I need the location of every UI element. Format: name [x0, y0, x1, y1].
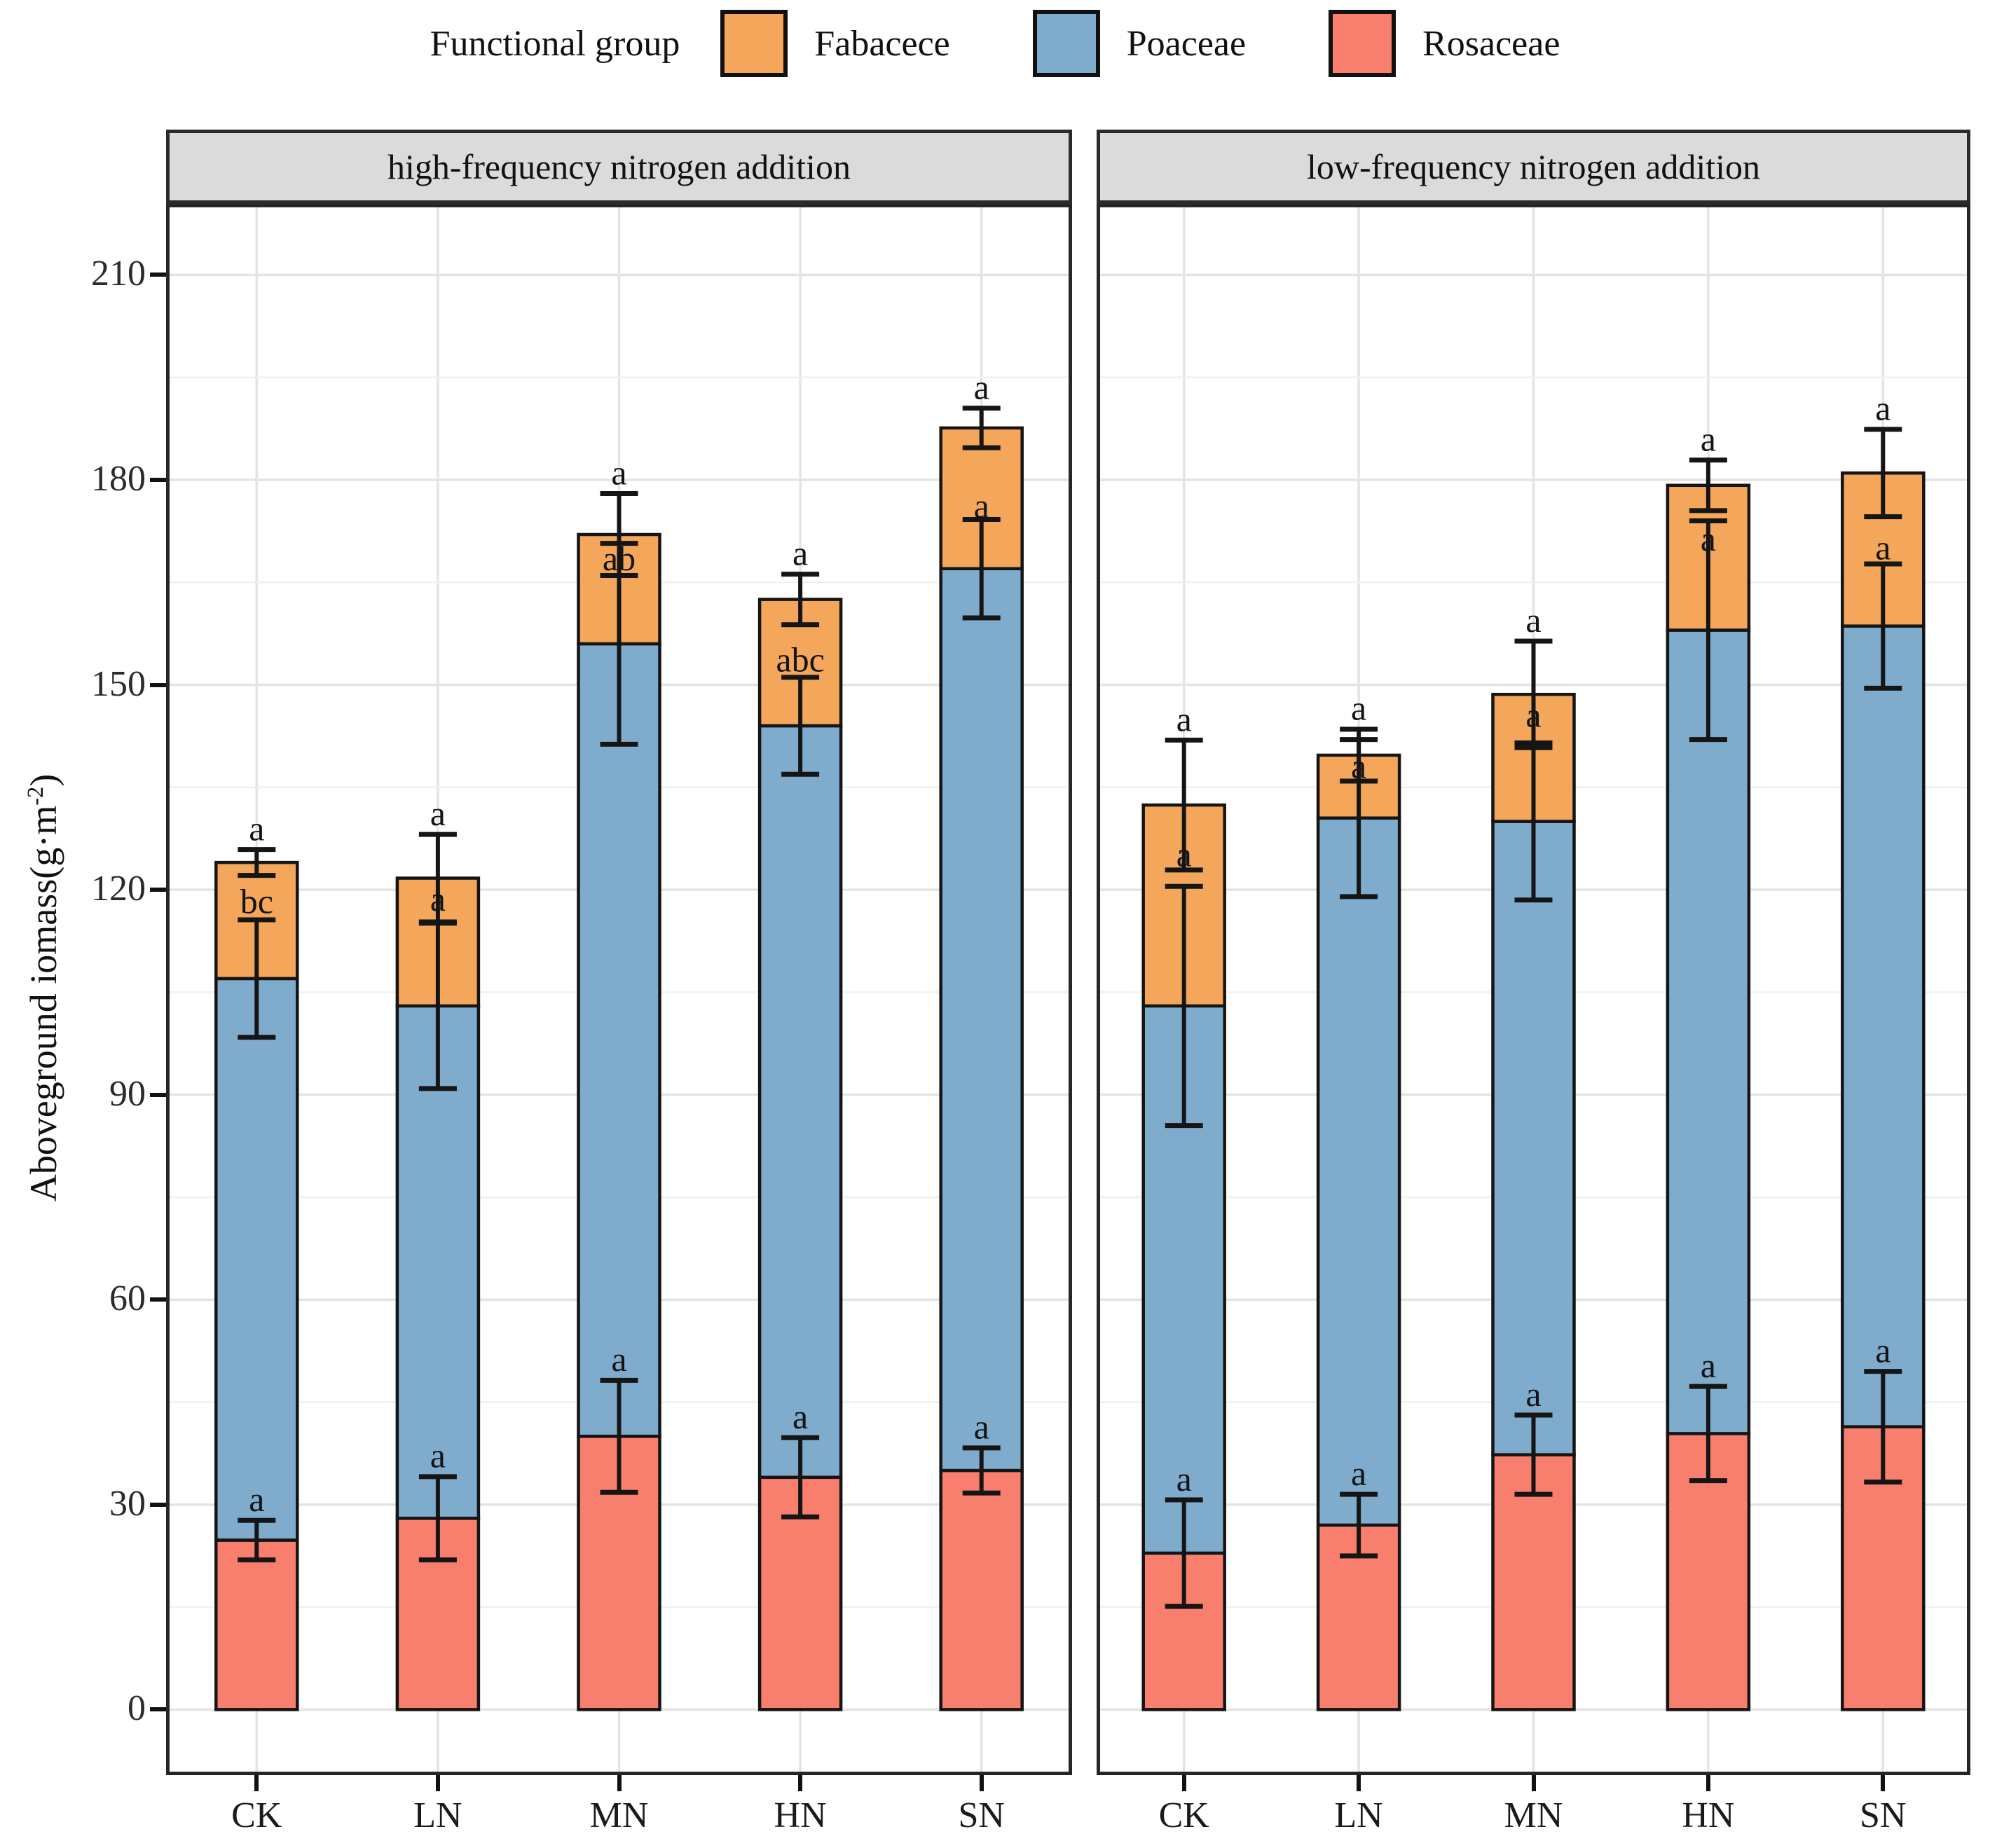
significance-letter-poaceae-CK: a — [1176, 834, 1192, 874]
facet-strip-low-frequency: low-frequency nitrogen addition — [1097, 130, 1970, 204]
significance-letter-fabacece-MN: a — [611, 453, 626, 492]
significance-letter-fabacece-SN: a — [974, 367, 989, 406]
x-tick-mark — [1357, 1775, 1361, 1791]
significance-letter-rosaceae-MN: a — [1525, 1374, 1541, 1414]
significance-letter-poaceae-CK: bc — [240, 882, 273, 921]
significance-letter-poaceae-MN: ab — [603, 539, 636, 578]
significance-letter-poaceae-SN: a — [1875, 528, 1890, 567]
y-tick-mark — [150, 1297, 166, 1302]
significance-letter-fabacece-HN: a — [792, 533, 808, 572]
x-tick-label-high-LN: LN — [413, 1795, 462, 1835]
y-tick-label-180: 180 — [91, 458, 146, 499]
significance-letter-rosaceae-CK: a — [1176, 1459, 1192, 1498]
significance-letter-rosaceae-HN: a — [1701, 1346, 1716, 1385]
legend-item-poaceae: Poaceae — [1032, 10, 1247, 77]
bar-segment-poaceae-LN — [395, 1004, 481, 1520]
x-tick-label-high-HN: HN — [774, 1795, 827, 1835]
legend-item-rosaceae: Rosaceae — [1329, 10, 1560, 77]
fabacece-swatch-icon — [720, 10, 788, 77]
significance-letter-rosaceae-HN: a — [792, 1397, 808, 1436]
y-tick-label-90: 90 — [109, 1073, 146, 1114]
bar-segment-poaceae-CK — [214, 977, 299, 1542]
y-tick-label-120: 120 — [91, 869, 146, 909]
y-tick-label-0: 0 — [128, 1688, 146, 1729]
x-tick-mark — [254, 1775, 259, 1791]
significance-letter-poaceae-MN: a — [1525, 695, 1541, 734]
significance-letter-poaceae-SN: a — [974, 486, 989, 525]
x-tick-label-low-CK: CK — [1158, 1795, 1209, 1835]
bar-segment-poaceae-HN — [757, 724, 843, 1480]
y-tick-label-60: 60 — [109, 1278, 146, 1319]
x-tick-mark — [979, 1775, 984, 1791]
y-tick-label-150: 150 — [91, 663, 146, 704]
significance-letter-fabacece-SN: a — [1875, 389, 1890, 428]
significance-letter-fabacece-HN: a — [1701, 419, 1716, 458]
significance-letter-fabacece-CK: a — [249, 808, 264, 848]
bar-segment-poaceae-MN — [577, 642, 661, 1438]
x-tick-label-high-CK: CK — [231, 1795, 282, 1835]
x-tick-mark — [1706, 1775, 1710, 1791]
significance-letter-rosaceae-SN: a — [1875, 1330, 1890, 1370]
y-tick-label-210: 210 — [91, 254, 146, 294]
y-tick-mark — [150, 682, 166, 687]
x-tick-mark — [435, 1775, 440, 1791]
rosaceae-swatch-icon — [1329, 10, 1397, 77]
x-tick-label-low-HN: HN — [1682, 1795, 1735, 1835]
significance-letter-rosaceae-LN: a — [1351, 1454, 1366, 1493]
x-tick-label-high-MN: MN — [589, 1795, 649, 1835]
significance-letter-fabacece-LN: a — [1351, 689, 1366, 728]
x-tick-mark — [1881, 1775, 1886, 1791]
y-axis-title-exponent: -2 — [23, 786, 48, 806]
y-tick-mark — [150, 888, 166, 892]
bar-segment-rosaceae-MN — [1491, 1453, 1576, 1711]
significance-letter-poaceae-HN: a — [1701, 519, 1716, 558]
x-tick-mark — [1531, 1775, 1536, 1791]
significance-letter-fabacece-CK: a — [1176, 699, 1192, 738]
panel-border — [166, 204, 1072, 1775]
significance-letter-rosaceae-MN: a — [611, 1339, 626, 1379]
legend-label-rosaceae: Rosaceae — [1422, 23, 1560, 64]
y-tick-mark — [150, 1092, 166, 1097]
y-tick-mark — [150, 1707, 166, 1712]
poaceae-swatch-icon — [1032, 10, 1100, 77]
bar-segment-rosaceae-SN — [939, 1468, 1024, 1711]
legend: Functional group Fabacece Poaceae Rosace… — [0, 4, 1990, 83]
bar-segment-poaceae-HN — [1666, 628, 1751, 1435]
significance-letter-poaceae-HN: abc — [776, 640, 824, 679]
bar-segment-poaceae-MN — [1491, 820, 1576, 1456]
x-tick-label-low-LN: LN — [1334, 1795, 1383, 1835]
x-tick-label-high-SN: SN — [958, 1795, 1005, 1835]
y-tick-mark — [150, 1502, 166, 1507]
legend-label-fabacece: Fabacece — [814, 23, 950, 64]
legend-item-fabacece: Fabacece — [720, 10, 950, 77]
significance-letter-rosaceae-LN: a — [430, 1436, 446, 1475]
y-tick-label-30: 30 — [109, 1483, 146, 1524]
bar-segment-rosaceae-CK — [214, 1538, 299, 1711]
y-tick-mark — [150, 273, 166, 277]
y-axis-title: Aboveground iomass(g·m-2) — [22, 773, 64, 1202]
bar-segment-poaceae-LN — [1316, 816, 1401, 1527]
x-tick-label-low-SN: SN — [1860, 1795, 1907, 1835]
x-tick-mark — [798, 1775, 803, 1791]
bar-segment-poaceae-SN — [1841, 624, 1926, 1428]
significance-letter-fabacece-LN: a — [430, 794, 446, 833]
significance-letter-rosaceae-SN: a — [974, 1407, 989, 1447]
legend-label-poaceae: Poaceae — [1126, 23, 1247, 64]
significance-letter-fabacece-MN: a — [1525, 600, 1541, 640]
significance-letter-poaceae-LN: a — [430, 879, 446, 918]
x-tick-mark — [617, 1775, 622, 1791]
facet-strip-high-frequency: high-frequency nitrogen addition — [166, 130, 1072, 204]
x-tick-mark — [1181, 1775, 1186, 1791]
panel-border — [1097, 204, 1970, 1775]
x-tick-label-low-MN: MN — [1504, 1795, 1563, 1835]
y-tick-mark — [150, 477, 166, 482]
bar-segment-poaceae-SN — [939, 567, 1024, 1473]
significance-letter-rosaceae-CK: a — [249, 1480, 264, 1519]
legend-title: Functional group — [430, 23, 680, 64]
significance-letter-poaceae-LN: a — [1351, 747, 1366, 786]
